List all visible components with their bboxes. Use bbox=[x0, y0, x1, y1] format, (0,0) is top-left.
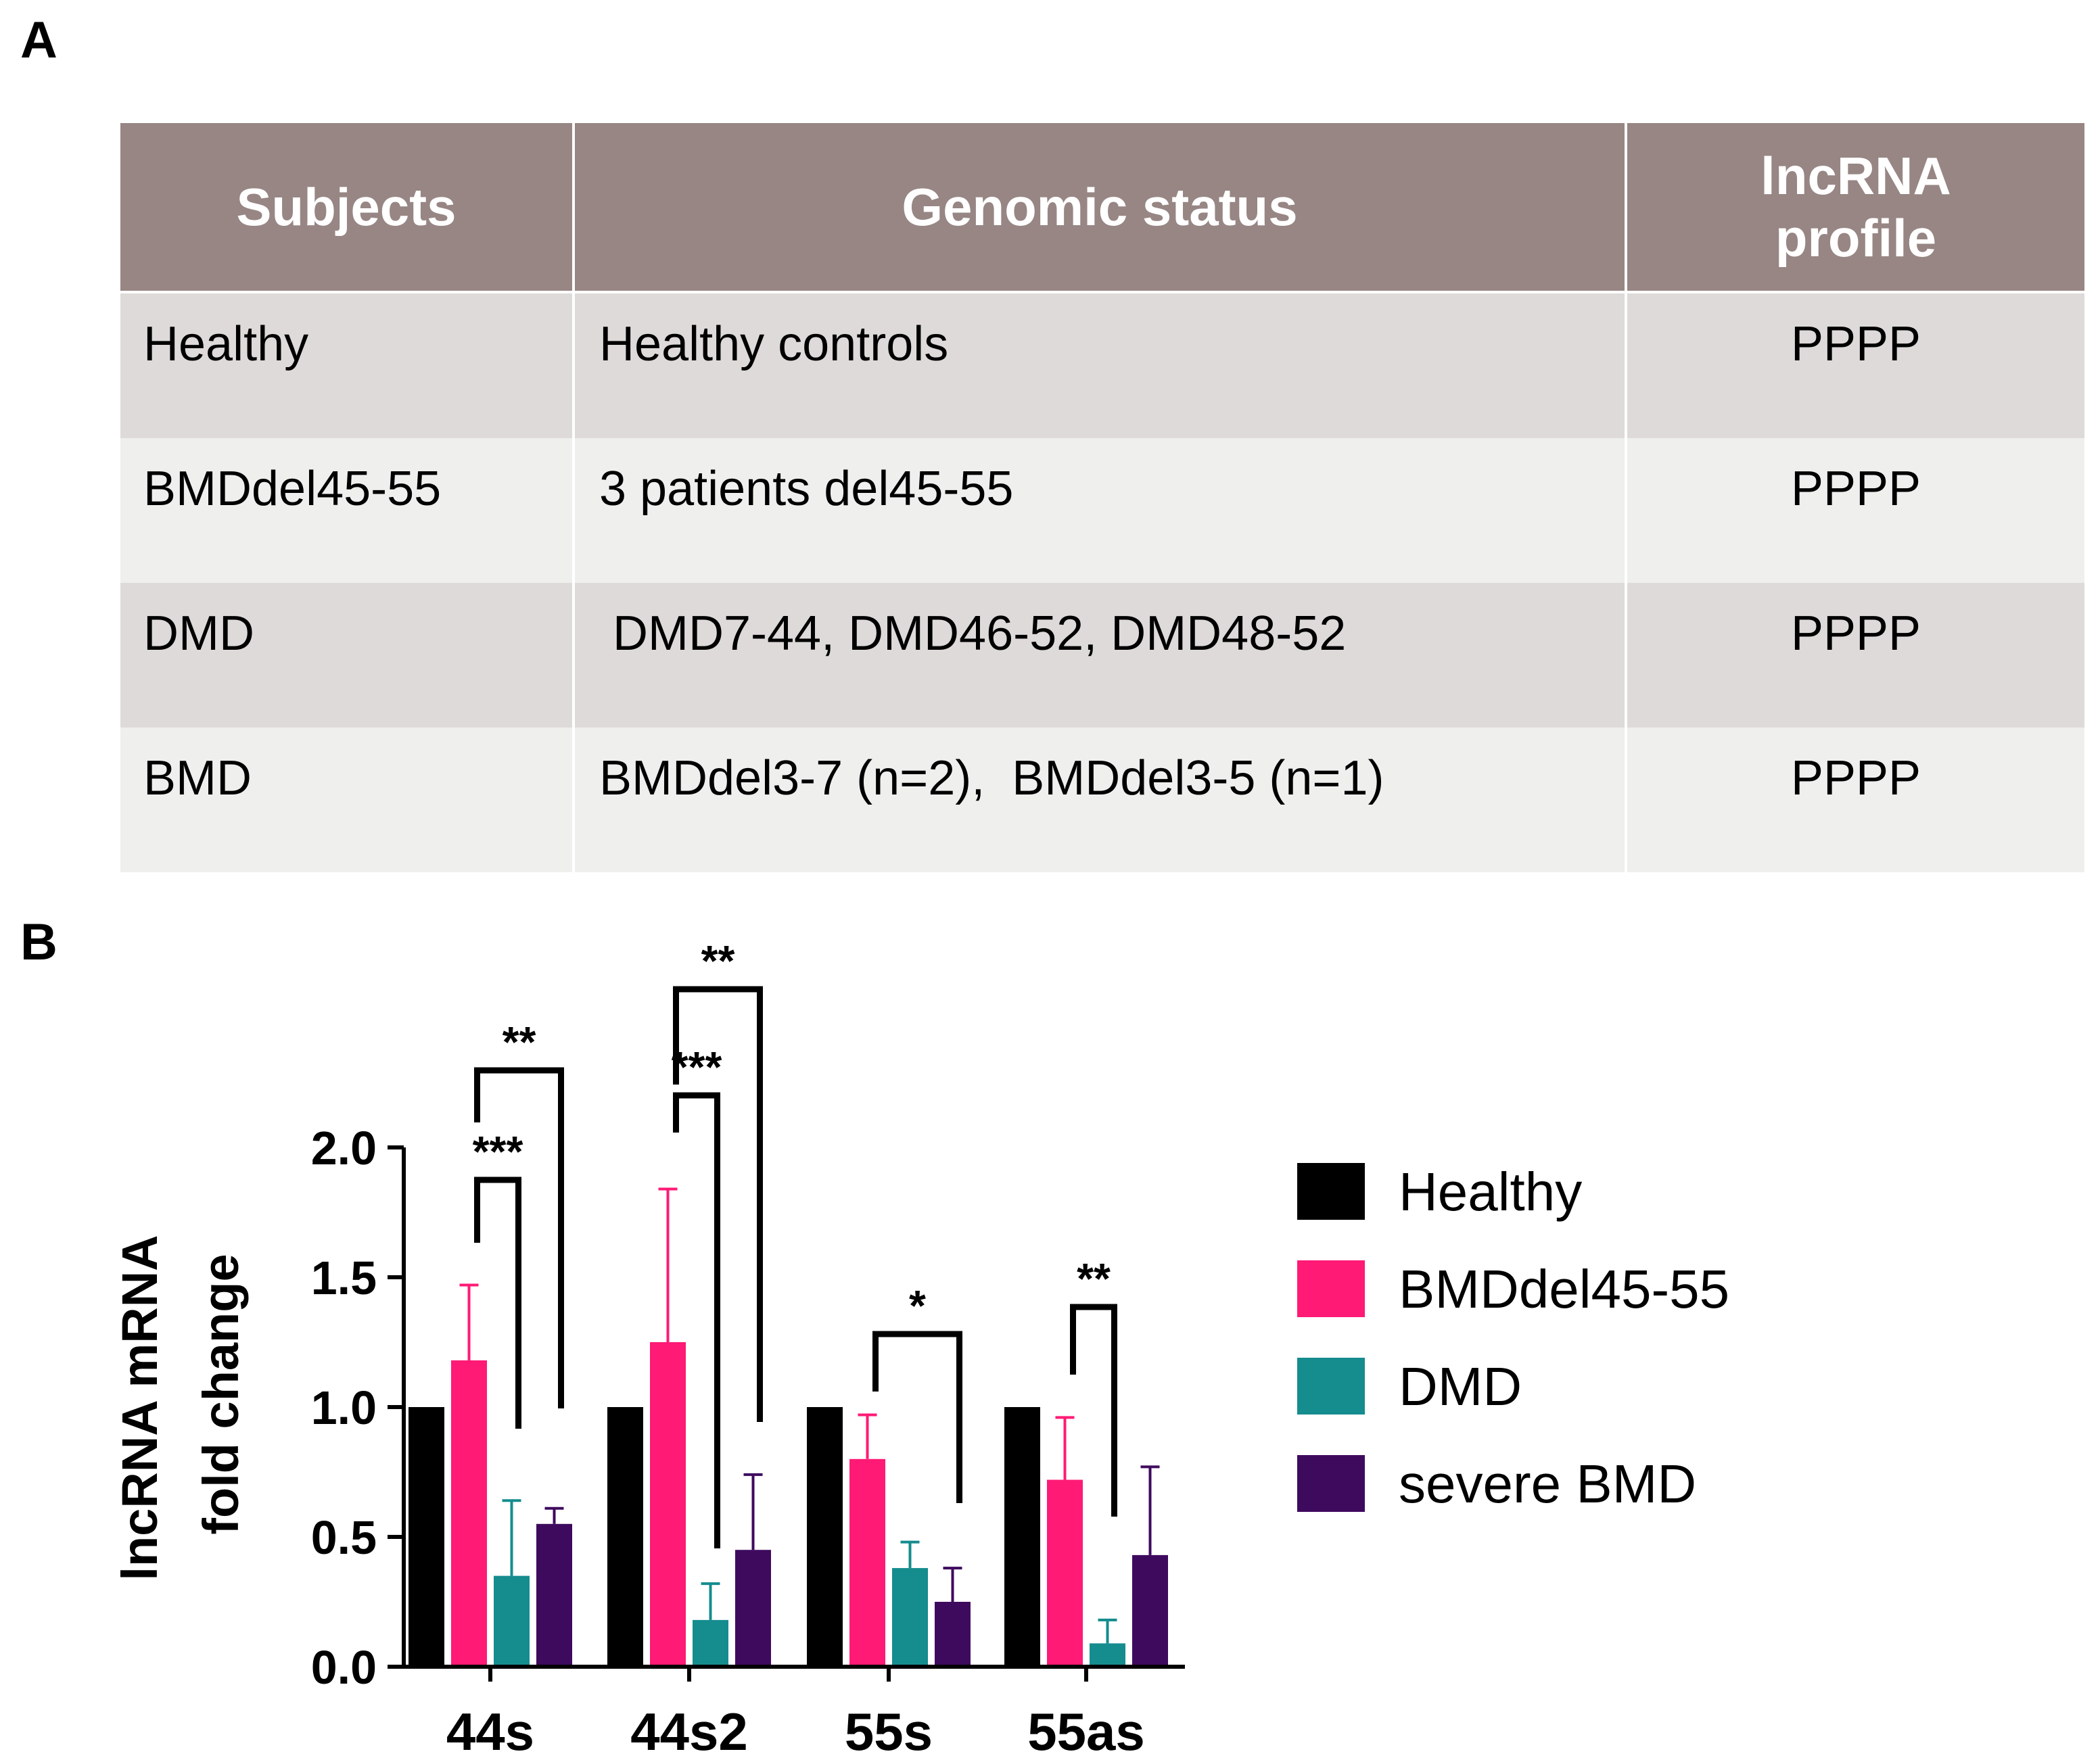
x-tick-label: 44s bbox=[446, 1702, 534, 1758]
bar-severe-bmd-55as bbox=[1132, 1554, 1168, 1667]
legend-swatch bbox=[1297, 1358, 1365, 1415]
genomic-status-cell: BMDdel3-7 (n=2), BMDdel3-5 (n=1) bbox=[574, 728, 1627, 872]
significance-bracket bbox=[673, 986, 763, 1422]
legend-label: severe BMD bbox=[1399, 1454, 1696, 1514]
significance-label: * bbox=[909, 1281, 926, 1330]
legend-swatch bbox=[1297, 1163, 1365, 1220]
significance-label: ** bbox=[701, 936, 735, 985]
table-row: BMD BMDdel3-7 (n=2), BMDdel3-5 (n=1) PPP… bbox=[120, 728, 2084, 872]
genomic-status-cell: Healthy controls bbox=[574, 292, 1627, 438]
subject-cell: BMD bbox=[120, 728, 575, 872]
y-tick-label: 2.0 bbox=[311, 1122, 377, 1174]
panel-label-b: B bbox=[20, 913, 57, 971]
legend-label: DMD bbox=[1399, 1356, 1522, 1417]
significance-label: *** bbox=[473, 1127, 523, 1176]
significance-bracket bbox=[673, 1092, 720, 1548]
bar-dmd-44s2 bbox=[693, 1619, 728, 1667]
bar-severe-bmd-44s bbox=[536, 1523, 572, 1667]
profile-cell: PPPP bbox=[1626, 292, 2084, 438]
significance-label: ** bbox=[1077, 1254, 1111, 1303]
bar-dmd-55as bbox=[1090, 1643, 1125, 1667]
y-axis-label: fold change bbox=[193, 1254, 249, 1534]
significance-label: *** bbox=[672, 1043, 722, 1091]
y-tick-label: 0.5 bbox=[311, 1511, 377, 1564]
bar-healthy-44s bbox=[409, 1407, 444, 1667]
significance-bracket bbox=[474, 1067, 564, 1408]
subjects-table: Subjects Genomic status lncRNA profile H… bbox=[120, 123, 2084, 872]
bar-bmddel45-55-55s bbox=[849, 1458, 885, 1667]
header-genomic-status: Genomic status bbox=[574, 123, 1627, 293]
panel-label-a: A bbox=[20, 11, 57, 69]
genomic-status-cell: 3 patients del45-55 bbox=[574, 438, 1627, 583]
table-row: DMD DMD7-44, DMD46-52, DMD48-52 PPPP bbox=[120, 583, 2084, 728]
subject-cell: BMDdel45-55 bbox=[120, 438, 575, 583]
bar-healthy-44s2 bbox=[607, 1407, 643, 1667]
table-row: BMDdel45-55 3 patients del45-55 PPPP bbox=[120, 438, 2084, 583]
y-tick-label: 1.0 bbox=[311, 1381, 377, 1434]
profile-cell: PPPP bbox=[1626, 728, 2084, 872]
x-tick-label: 44s2 bbox=[630, 1702, 748, 1758]
bar-dmd-44s bbox=[494, 1575, 530, 1667]
table-row: Healthy Healthy controls PPPP bbox=[120, 292, 2084, 438]
y-tick-label: 0.0 bbox=[311, 1641, 377, 1694]
profile-cell: PPPP bbox=[1626, 583, 2084, 728]
subject-cell: Healthy bbox=[120, 292, 575, 438]
profile-cell: PPPP bbox=[1626, 438, 2084, 583]
legend-label: BMDdel45-55 bbox=[1399, 1259, 1729, 1319]
x-tick-label: 55s bbox=[845, 1702, 933, 1758]
legend-swatch bbox=[1297, 1260, 1365, 1317]
bar-healthy-55as bbox=[1004, 1407, 1040, 1667]
legend-label: Healthy bbox=[1399, 1162, 1582, 1222]
bar-severe-bmd-44s2 bbox=[735, 1550, 771, 1667]
bar-bmddel45-55-55as bbox=[1047, 1479, 1083, 1667]
bar-severe-bmd-55s bbox=[935, 1602, 971, 1667]
genomic-status-cell: DMD7-44, DMD46-52, DMD48-52 bbox=[574, 583, 1627, 728]
legend-swatch bbox=[1297, 1455, 1365, 1512]
x-tick-label: 55as bbox=[1027, 1702, 1145, 1758]
header-subjects: Subjects bbox=[120, 123, 575, 293]
y-tick-label: 1.5 bbox=[311, 1252, 377, 1304]
significance-label: ** bbox=[503, 1018, 536, 1066]
significance-bracket bbox=[872, 1331, 962, 1503]
bar-bmddel45-55-44s bbox=[451, 1360, 487, 1667]
significance-bracket bbox=[1070, 1304, 1117, 1517]
significance-bracket bbox=[474, 1177, 521, 1429]
table-header-row: Subjects Genomic status lncRNA profile bbox=[120, 123, 2084, 293]
subject-cell: DMD bbox=[120, 583, 575, 728]
bar-bmddel45-55-44s2 bbox=[650, 1342, 686, 1667]
bar-healthy-55s bbox=[807, 1407, 843, 1667]
bar-dmd-55s bbox=[892, 1568, 928, 1667]
y-axis-label: lncRNA mRNA bbox=[112, 1235, 168, 1580]
header-lncrna-profile: lncRNA profile bbox=[1626, 123, 2084, 293]
